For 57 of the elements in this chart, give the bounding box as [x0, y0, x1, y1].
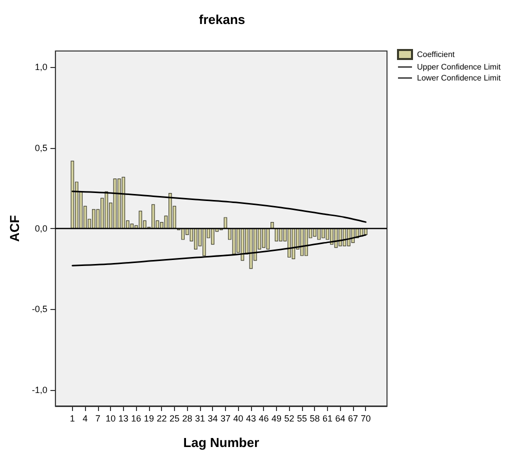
x-tick-label: 40: [233, 414, 244, 424]
x-tick-label: 58: [310, 414, 320, 424]
x-tick-label: 13: [118, 414, 128, 424]
bar: [104, 191, 108, 228]
line-series: [72, 234, 366, 266]
y-axis-title: ACF: [7, 215, 22, 242]
x-axis-title: Lag Number: [183, 435, 260, 450]
legend-label: Lower Confidence Limit: [417, 74, 502, 82]
chart-title: frekans: [198, 12, 246, 27]
x-tick-label: 37: [220, 414, 230, 424]
bar: [270, 222, 274, 228]
bar: [70, 160, 74, 228]
bar: [279, 228, 282, 242]
x-tick-label: 1: [70, 414, 75, 424]
x-tick-label: 19: [144, 414, 154, 424]
y-tick-label: -0,5: [32, 304, 48, 314]
bar: [347, 228, 350, 246]
x-tick-label: 10: [106, 414, 116, 424]
x-tick-label: 22: [156, 414, 167, 424]
x-tick-label: 52: [284, 414, 294, 424]
x-tick-label: 67: [348, 414, 358, 424]
x-tick-label: 16: [131, 414, 142, 424]
y-tick-label: 0,5: [34, 142, 48, 153]
bar: [364, 228, 368, 235]
bar: [322, 228, 325, 238]
y-tick-label: 0,0: [34, 224, 48, 234]
y-tick-label: -1,0: [32, 384, 48, 395]
bar: [194, 228, 198, 250]
x-tick-label: 31: [194, 414, 205, 424]
legend-label: Coefficient: [417, 50, 456, 59]
x-tick-label: 46: [258, 414, 269, 424]
x-tick-label: 25: [169, 414, 180, 424]
x-tick-label: 34: [208, 414, 218, 424]
x-tick-label: 70: [360, 414, 371, 424]
x-tick-label: 4: [82, 414, 88, 424]
bar: [211, 228, 214, 245]
x-tick-label: 49: [271, 414, 282, 424]
x-tick-label: 55: [296, 414, 307, 424]
y-tick-label: 1,0: [34, 62, 48, 72]
bar: [338, 228, 342, 246]
x-tick-label: 7: [95, 414, 100, 424]
bar: [138, 210, 142, 228]
bar: [113, 178, 117, 228]
legend-label: Upper Confidence Limit: [417, 62, 502, 72]
x-tick-label: 28: [182, 414, 192, 424]
bar: [262, 228, 266, 248]
x-tick-label: 61: [322, 414, 332, 424]
bar: [304, 228, 308, 256]
x-tick-label: 43: [246, 414, 256, 424]
bar: [152, 204, 155, 228]
x-tick-label: 64: [335, 414, 346, 424]
bar: [168, 193, 172, 228]
line-series: [72, 190, 366, 223]
bar: [202, 228, 206, 256]
bar: [313, 228, 316, 237]
bar: [330, 228, 334, 245]
bar: [288, 228, 291, 258]
